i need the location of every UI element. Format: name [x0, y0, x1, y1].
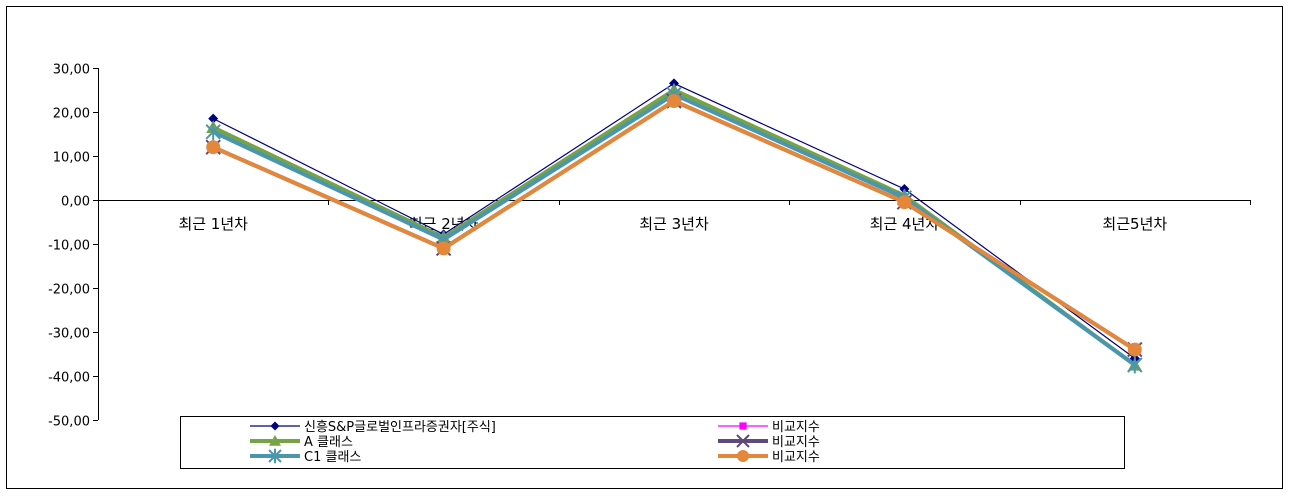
circle-marker — [897, 195, 912, 210]
legend-label: C1 클래스 — [304, 450, 361, 465]
legend-item: C1 클래스 — [250, 448, 361, 465]
legend-item: 비교지수 — [718, 420, 820, 435]
star-marker — [205, 123, 221, 141]
circle-marker — [436, 241, 451, 256]
legend-label: A 클래스 — [304, 435, 353, 450]
legend-item: A 클래스 — [250, 435, 353, 450]
x-category-label: 최근 3년차 — [639, 215, 709, 233]
y-tick-label: 10,00 — [53, 151, 90, 166]
y-tick-label: -30,00 — [48, 327, 90, 342]
y-axis: 30,00 20,00 10,00 0,00 -10,00 -20,00 -30,00 -40… — [48, 63, 99, 430]
y-tick-label: -40,00 — [48, 371, 90, 386]
x-marker — [736, 434, 750, 448]
x-category-label: 최근5년차 — [1102, 215, 1167, 233]
y-tick-label: -20,00 — [48, 283, 90, 298]
legend-label: 비교지수 — [772, 420, 820, 435]
legend-item: 신흥S&P글로벌인프라증권자[주식] — [250, 420, 496, 435]
y-tick-label: -10,00 — [48, 239, 90, 254]
circle-marker — [737, 450, 749, 462]
legend-item: 비교지수 — [718, 434, 820, 450]
legend-item: 비교지수 — [718, 450, 820, 465]
legend-label: 비교지수 — [772, 435, 820, 450]
diamond-marker — [270, 421, 280, 431]
x-category-label: 최근 1년차 — [178, 215, 248, 233]
chart-frame — [6, 6, 1283, 489]
star-marker — [268, 448, 282, 464]
triangle-marker — [269, 435, 281, 446]
series-layer — [205, 78, 1143, 374]
series-6 — [206, 94, 1142, 357]
circle-marker — [667, 94, 681, 108]
diamond-marker — [208, 113, 219, 124]
y-tick-label: 30,00 — [53, 63, 90, 78]
y-tick-label: 0,00 — [61, 195, 90, 210]
legend-label: 비교지수 — [772, 450, 820, 465]
circle-marker — [206, 140, 221, 155]
square-marker — [739, 422, 747, 430]
legend-label: 신흥S&P글로벌인프라증권자[주식] — [304, 420, 496, 435]
x-category-label: 최근 4년차 — [870, 215, 940, 233]
y-tick-label: 20,00 — [53, 107, 90, 122]
circle-marker — [1127, 342, 1142, 357]
y-tick-label: -50,00 — [48, 415, 90, 430]
legend-box — [180, 416, 1125, 469]
star-marker — [1127, 356, 1143, 374]
